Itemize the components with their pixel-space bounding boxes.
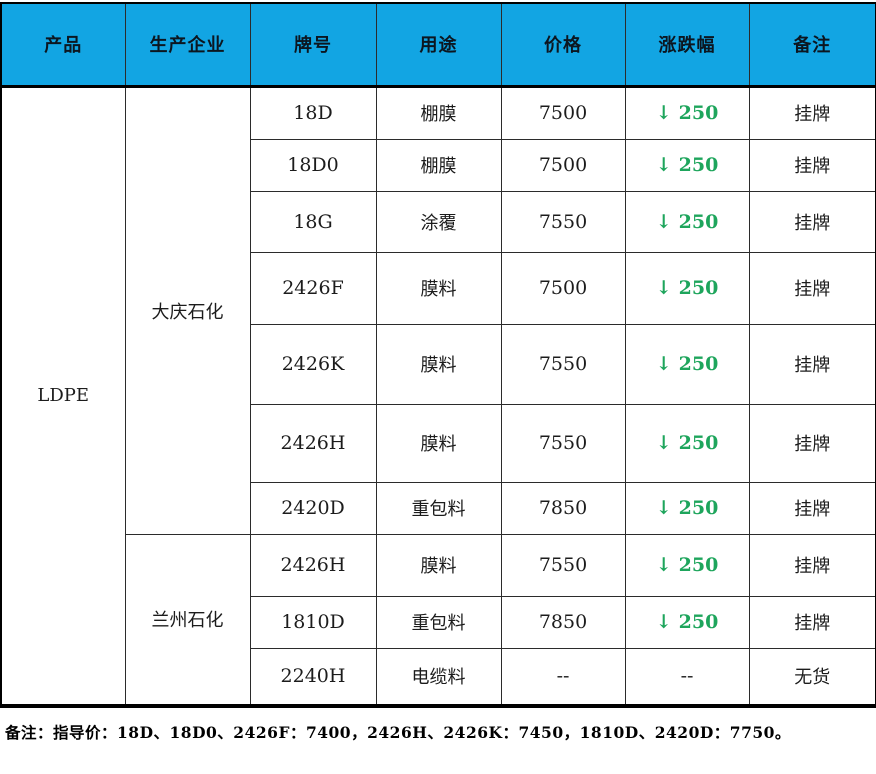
table-row: LDPE 大庆石化 18D 棚膜 7500 ↓ 250 挂牌: [0, 85, 876, 707]
cell-grade: 2426K: [249, 323, 377, 405]
cell-change: ↓ 250: [624, 481, 750, 535]
down-arrow-icon: ↓: [655, 277, 672, 299]
cell-change: --: [624, 647, 750, 707]
change-value: 250: [678, 554, 719, 576]
col-header-use: 用途: [375, 2, 502, 88]
table-row: 2426K 膜料 7550 ↓ 250 挂牌: [1, 323, 876, 405]
table-row: 2240H 电缆料 -- -- 无货: [1, 647, 876, 707]
down-arrow-icon: ↓: [655, 154, 672, 176]
cell-grade: 2420D: [249, 481, 377, 535]
cell-grade: 2426F: [249, 251, 377, 325]
cell-change: ↓ 250: [624, 251, 750, 325]
cell-price: --: [500, 647, 626, 707]
cell-producer-lanzhou: 兰州石化: [124, 533, 251, 707]
col-header-product: 产品: [0, 2, 126, 88]
cell-grade: 1810D: [249, 595, 377, 649]
down-arrow-icon: ↓: [655, 210, 672, 233]
change-value: 250: [678, 432, 719, 454]
cell-remark: 挂牌: [748, 138, 876, 192]
col-header-producer: 生产企业: [124, 2, 251, 88]
table-row: 2426F 膜料 7500 ↓ 250 挂牌: [1, 251, 876, 325]
table-row: 2426H 膜料 7550 ↓ 250 挂牌: [1, 403, 876, 483]
col-header-grade: 牌号: [249, 2, 377, 88]
cell-remark: 挂牌: [748, 251, 876, 325]
cell-grade: 2240H: [249, 647, 377, 707]
cell-remark: 无货: [748, 647, 876, 707]
cell-price: 7500: [500, 85, 626, 140]
cell-remark: 挂牌: [748, 403, 876, 483]
down-arrow-icon: ↓: [655, 611, 672, 633]
cell-grade: 18D0: [249, 138, 377, 192]
down-arrow-icon: ↓: [655, 102, 672, 124]
cell-grade: 2426H: [249, 403, 377, 483]
change-value: --: [680, 665, 694, 688]
cell-remark: 挂牌: [748, 595, 876, 649]
cell-price: 7550: [500, 323, 626, 405]
change-value: 250: [678, 154, 719, 176]
table-row: 1810D 重包料 7850 ↓ 250 挂牌: [1, 595, 876, 649]
cell-change: ↓ 250: [624, 323, 750, 405]
cell-grade: 18D: [249, 85, 377, 140]
col-header-remark: 备注: [748, 2, 876, 88]
cell-remark: 挂牌: [748, 190, 876, 253]
cell-use: 重包料: [375, 481, 502, 535]
cell-use: 膜料: [375, 533, 502, 597]
cell-producer-daqing: 大庆石化: [124, 85, 251, 535]
cell-price: 7550: [500, 403, 626, 483]
cell-use: 棚膜: [375, 85, 502, 140]
cell-remark: 挂牌: [748, 323, 876, 405]
cell-change: ↓ 250: [624, 138, 750, 192]
cell-use: 涂覆: [375, 190, 502, 253]
cell-change: ↓ 250: [624, 85, 750, 140]
price-table: 产品 生产企业 牌号 用途 价格 涨跌幅 备注 LDPE 大庆石化 18D 棚膜…: [0, 2, 876, 708]
cell-change: ↓ 250: [624, 533, 750, 597]
down-arrow-icon: ↓: [655, 353, 672, 375]
cell-grade: 18G: [249, 190, 377, 253]
cell-use: 膜料: [375, 251, 502, 325]
cell-change: ↓ 250: [624, 403, 750, 483]
cell-product: LDPE: [0, 85, 126, 707]
cell-use: 电缆料: [375, 647, 502, 707]
table-row: 2420D 重包料 7850 ↓ 250 挂牌: [1, 481, 876, 535]
change-value: 250: [678, 210, 719, 233]
table-row: 18G 涂覆 7550 ↓ 250 挂牌: [1, 190, 876, 253]
cell-remark: 挂牌: [748, 481, 876, 535]
table-row: 18D0 棚膜 7500 ↓ 250 挂牌: [1, 138, 876, 192]
cell-price: 7500: [500, 138, 626, 192]
cell-use: 膜料: [375, 403, 502, 483]
down-arrow-icon: ↓: [655, 554, 672, 576]
down-arrow-icon: ↓: [655, 432, 672, 454]
cell-grade: 2426H: [249, 533, 377, 597]
col-header-price: 价格: [500, 2, 626, 88]
change-value: 250: [678, 611, 719, 633]
cell-price: 7850: [500, 595, 626, 649]
cell-price: 7550: [500, 190, 626, 253]
cell-use: 棚膜: [375, 138, 502, 192]
change-value: 250: [678, 353, 719, 375]
table-row: 兰州石化 2426H 膜料 7550 ↓ 250 挂牌: [1, 533, 876, 707]
cell-remark: 挂牌: [748, 85, 876, 140]
col-header-change: 涨跌幅: [624, 2, 750, 88]
change-value: 250: [678, 497, 719, 519]
cell-price: 7500: [500, 251, 626, 325]
header-row: 产品 生产企业 牌号 用途 价格 涨跌幅 备注: [0, 2, 876, 88]
cell-price: 7550: [500, 533, 626, 597]
cell-price: 7850: [500, 481, 626, 535]
cell-use: 膜料: [375, 323, 502, 405]
cell-remark: 挂牌: [748, 533, 876, 597]
footer-note: 备注：指导价：18D、18D0、2426F：7400，2426H、2426K：7…: [5, 723, 791, 742]
cell-change: ↓ 250: [624, 595, 750, 649]
change-value: 250: [678, 277, 719, 299]
down-arrow-icon: ↓: [655, 497, 672, 519]
cell-change: ↓ 250: [624, 190, 750, 253]
change-value: 250: [678, 102, 719, 124]
cell-use: 重包料: [375, 595, 502, 649]
